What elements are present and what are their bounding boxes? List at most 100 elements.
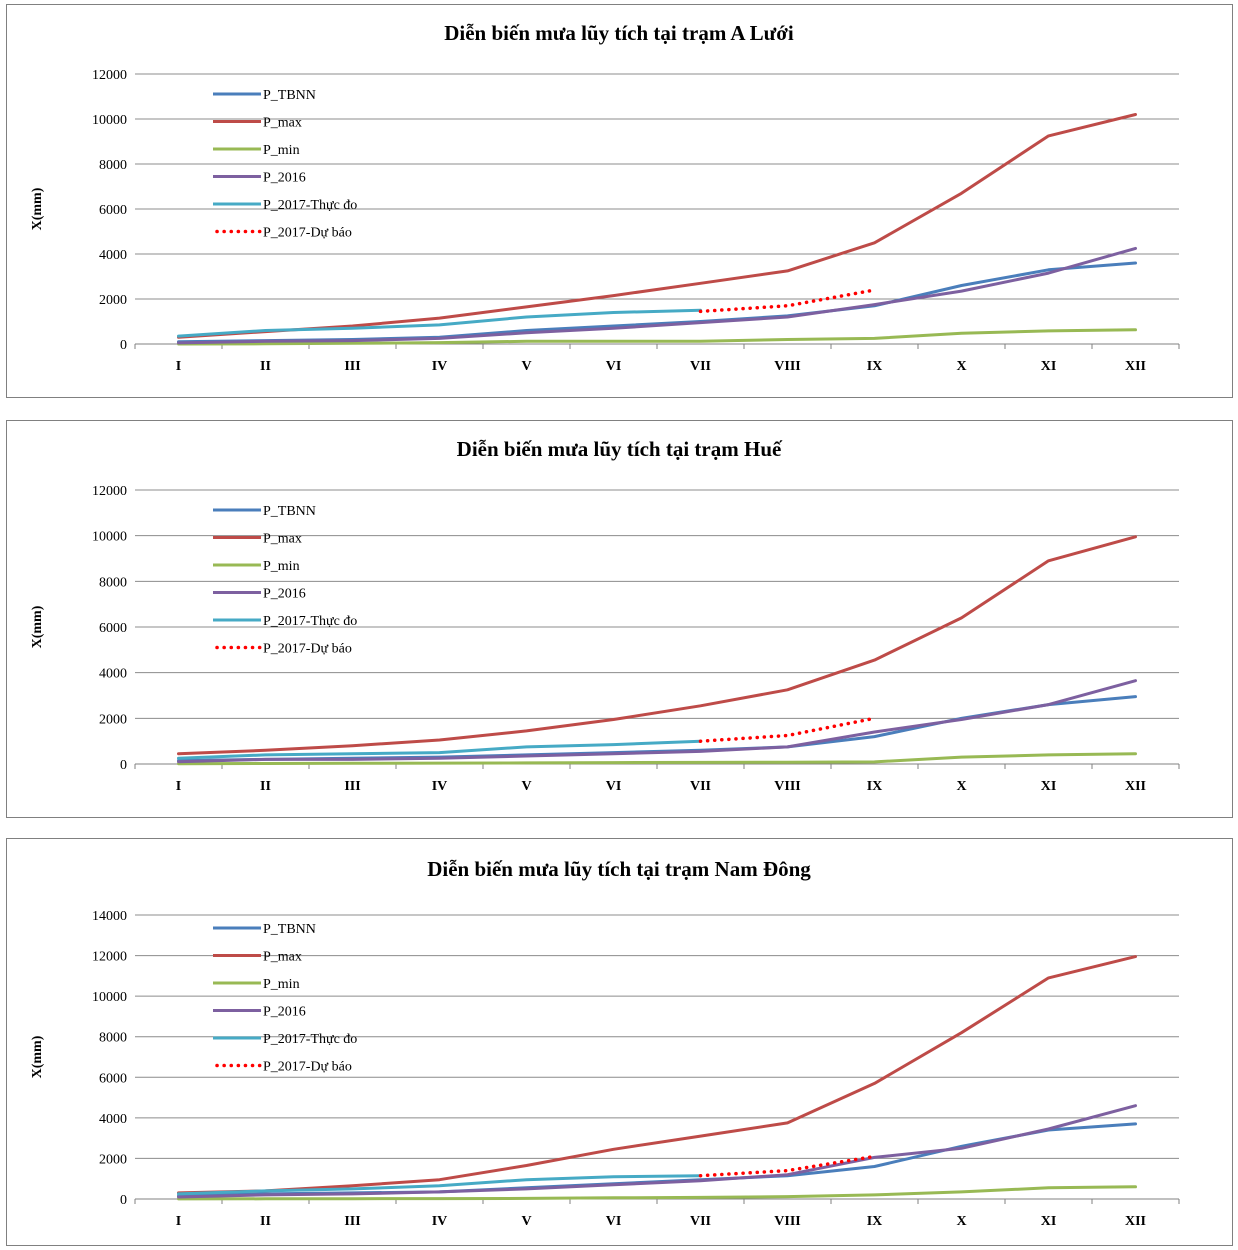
chart-title: Diễn biến mưa lũy tích tại trạm A Lưới (444, 21, 794, 45)
chart-panel-nam-dong: Diễn biến mưa lũy tích tại trạm Nam Đông… (6, 838, 1233, 1246)
y-tick-label: 0 (120, 338, 127, 353)
x-tick-label: V (521, 1214, 531, 1229)
x-tick-label: XII (1125, 779, 1146, 794)
legend-label-p-tbnn: P_TBNN (263, 922, 316, 937)
x-tick-label: XII (1125, 359, 1146, 374)
legend-label-p-min: P_min (263, 977, 300, 992)
y-tick-label: 12000 (92, 484, 127, 499)
series-line-p-2016 (177, 679, 1137, 764)
x-tick-label: X (956, 359, 966, 374)
series-line-p-max (177, 955, 1137, 1195)
x-tick-label: VI (606, 1214, 622, 1229)
legend-label-p-max: P_max (263, 950, 302, 965)
x-tick-label: XI (1041, 779, 1057, 794)
y-tick-label: 0 (120, 758, 127, 773)
legend-label-p-2017-du-bao: P_2017-Dự báo (263, 226, 352, 241)
x-tick-label: VI (606, 359, 622, 374)
x-tick-label: IX (867, 359, 883, 374)
x-tick-label: VIII (774, 779, 800, 794)
x-tick-label: III (344, 1214, 360, 1229)
x-tick-label: IV (432, 1214, 448, 1229)
legend-label-p-max: P_max (263, 116, 302, 131)
chart-svg-nam-dong: Diễn biến mưa lũy tích tại trạm Nam Đông… (30, 857, 1180, 1229)
series-line-p-2017-du-bao (698, 716, 877, 743)
chart-svg-a-luoi: Diễn biến mưa lũy tích tại trạm A Lưới 0 2… (30, 21, 1180, 374)
y-axis-label: X(mm) (30, 187, 45, 230)
x-tick-label: III (344, 359, 360, 374)
series-line-p-max (177, 113, 1137, 339)
y-axis-label: X(mm) (30, 605, 45, 648)
x-tick-label: VI (606, 779, 622, 794)
series-line-p-tbnn (177, 1122, 1137, 1198)
x-tick-label: II (260, 1214, 271, 1229)
x-tick-label: VIII (774, 1214, 800, 1229)
x-tick-label: V (521, 779, 531, 794)
x-tick-label: IV (432, 359, 448, 374)
x-tick-label: X (956, 779, 966, 794)
y-tick-label: 12000 (92, 68, 127, 83)
x-tick-label: VII (690, 779, 711, 794)
x-tick-label: XI (1041, 359, 1057, 374)
chart-panel-hue: Diễn biến mưa lũy tích tại trạm Huế 0 2000… (6, 420, 1233, 818)
chart-svg-hue: Diễn biến mưa lũy tích tại trạm Huế 0 2000… (30, 437, 1180, 794)
series-line-p-2017-thuc-do (177, 308, 702, 338)
y-tick-label: 4000 (99, 667, 127, 682)
series-line-p-2017-du-bao (698, 1154, 877, 1178)
legend-label-p-2017-thuc-do: P_2017-Thực đo (263, 614, 357, 629)
y-tick-label: 8000 (99, 1031, 127, 1046)
x-tick-label: II (260, 359, 271, 374)
x-tick-label: XII (1125, 1214, 1146, 1229)
x-tick-label: IX (867, 779, 883, 794)
y-tick-label: 4000 (99, 1112, 127, 1127)
y-axis-label: X(mm) (30, 1035, 45, 1078)
y-tick-label: 6000 (99, 1071, 127, 1086)
y-tick-label: 4000 (99, 248, 127, 263)
legend-label-p-2017-thuc-do: P_2017-Thực đo (263, 198, 357, 213)
y-tick-label: 0 (120, 1193, 127, 1208)
legend-label-p-tbnn: P_TBNN (263, 504, 316, 519)
y-tick-label: 10000 (92, 113, 127, 128)
legend-label-p-tbnn: P_TBNN (263, 88, 316, 103)
y-tick-label: 2000 (99, 293, 127, 308)
chart-panel-a-luoi: Diễn biến mưa lũy tích tại trạm A Lưới 0 2… (6, 4, 1233, 398)
x-tick-label: VII (690, 359, 711, 374)
legend-label-p-2016: P_2016 (263, 1005, 306, 1020)
legend-label-p-min: P_min (263, 559, 300, 574)
x-tick-label: IX (867, 1214, 883, 1229)
y-tick-label: 6000 (99, 203, 127, 218)
y-tick-label: 12000 (92, 950, 127, 965)
y-tick-label: 8000 (99, 158, 127, 173)
x-tick-label: X (956, 1214, 966, 1229)
legend-label-p-2016: P_2016 (263, 587, 306, 602)
series-line-p-2017-thuc-do (177, 1174, 702, 1196)
y-tick-label: 14000 (92, 909, 127, 924)
x-tick-label: V (521, 359, 531, 374)
series-line-p-2016 (177, 246, 1137, 345)
y-tick-label: 2000 (99, 1152, 127, 1167)
series-line-p-max (177, 535, 1137, 756)
x-tick-label: IV (432, 779, 448, 794)
y-tick-label: 6000 (99, 621, 127, 636)
chart-title: Diễn biến mưa lũy tích tại trạm Huế (457, 437, 783, 461)
x-tick-label: XI (1041, 1214, 1057, 1229)
x-tick-label: VII (690, 1214, 711, 1229)
y-tick-label: 8000 (99, 575, 127, 590)
series-line-p-min (177, 1185, 1137, 1201)
series-line-p-tbnn (177, 695, 1137, 763)
x-tick-label: VIII (774, 359, 800, 374)
legend-label-p-max: P_max (263, 532, 302, 547)
x-tick-label: I (176, 779, 181, 794)
legend-label-p-2017-du-bao: P_2017-Dự báo (263, 1060, 352, 1075)
series-line-p-min (177, 752, 1137, 766)
series-line-p-2017-du-bao (698, 288, 877, 314)
series-line-p-2016 (177, 1104, 1137, 1199)
x-tick-label: II (260, 779, 271, 794)
series-line-p-min (177, 328, 1137, 346)
chart-title: Diễn biến mưa lũy tích tại trạm Nam Đông (427, 857, 811, 881)
legend-label-p-2017-du-bao: P_2017-Dự báo (263, 642, 352, 657)
x-tick-label: III (344, 779, 360, 794)
y-tick-label: 10000 (92, 530, 127, 545)
x-tick-label: I (176, 359, 181, 374)
y-tick-label: 2000 (99, 712, 127, 727)
x-tick-label: I (176, 1214, 181, 1229)
